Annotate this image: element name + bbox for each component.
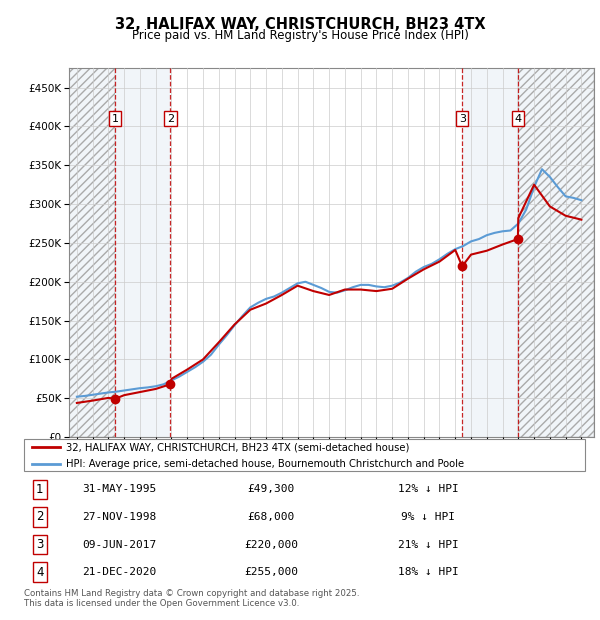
Text: Contains HM Land Registry data © Crown copyright and database right 2025.
This d: Contains HM Land Registry data © Crown c… [24, 589, 359, 608]
Text: 4: 4 [36, 565, 43, 578]
Text: 32, HALIFAX WAY, CHRISTCHURCH, BH23 4TX: 32, HALIFAX WAY, CHRISTCHURCH, BH23 4TX [115, 17, 485, 32]
Text: 3: 3 [458, 113, 466, 123]
Text: 1: 1 [36, 483, 43, 496]
Text: 2: 2 [167, 113, 174, 123]
Text: 18% ↓ HPI: 18% ↓ HPI [398, 567, 458, 577]
Bar [115, 68, 170, 437]
Text: 27-NOV-1998: 27-NOV-1998 [82, 512, 157, 522]
Bar [518, 68, 594, 437]
Text: 4: 4 [514, 113, 521, 123]
Bar [462, 68, 518, 437]
Text: £255,000: £255,000 [244, 567, 298, 577]
Text: 2: 2 [36, 510, 43, 523]
Text: 3: 3 [36, 538, 43, 551]
Text: 09-JUN-2017: 09-JUN-2017 [82, 539, 157, 549]
Bar [518, 68, 594, 437]
Text: £68,000: £68,000 [247, 512, 295, 522]
Bar [69, 68, 115, 437]
Text: 31-MAY-1995: 31-MAY-1995 [82, 484, 157, 494]
Bar [69, 68, 115, 437]
Text: 9% ↓ HPI: 9% ↓ HPI [401, 512, 455, 522]
Text: 32, HALIFAX WAY, CHRISTCHURCH, BH23 4TX (semi-detached house): 32, HALIFAX WAY, CHRISTCHURCH, BH23 4TX … [66, 442, 409, 452]
Text: £220,000: £220,000 [244, 539, 298, 549]
Text: 21-DEC-2020: 21-DEC-2020 [82, 567, 157, 577]
Text: 1: 1 [112, 113, 119, 123]
Text: Price paid vs. HM Land Registry's House Price Index (HPI): Price paid vs. HM Land Registry's House … [131, 29, 469, 42]
Text: HPI: Average price, semi-detached house, Bournemouth Christchurch and Poole: HPI: Average price, semi-detached house,… [66, 459, 464, 469]
Text: 21% ↓ HPI: 21% ↓ HPI [398, 539, 458, 549]
Text: 12% ↓ HPI: 12% ↓ HPI [398, 484, 458, 494]
Text: £49,300: £49,300 [247, 484, 295, 494]
